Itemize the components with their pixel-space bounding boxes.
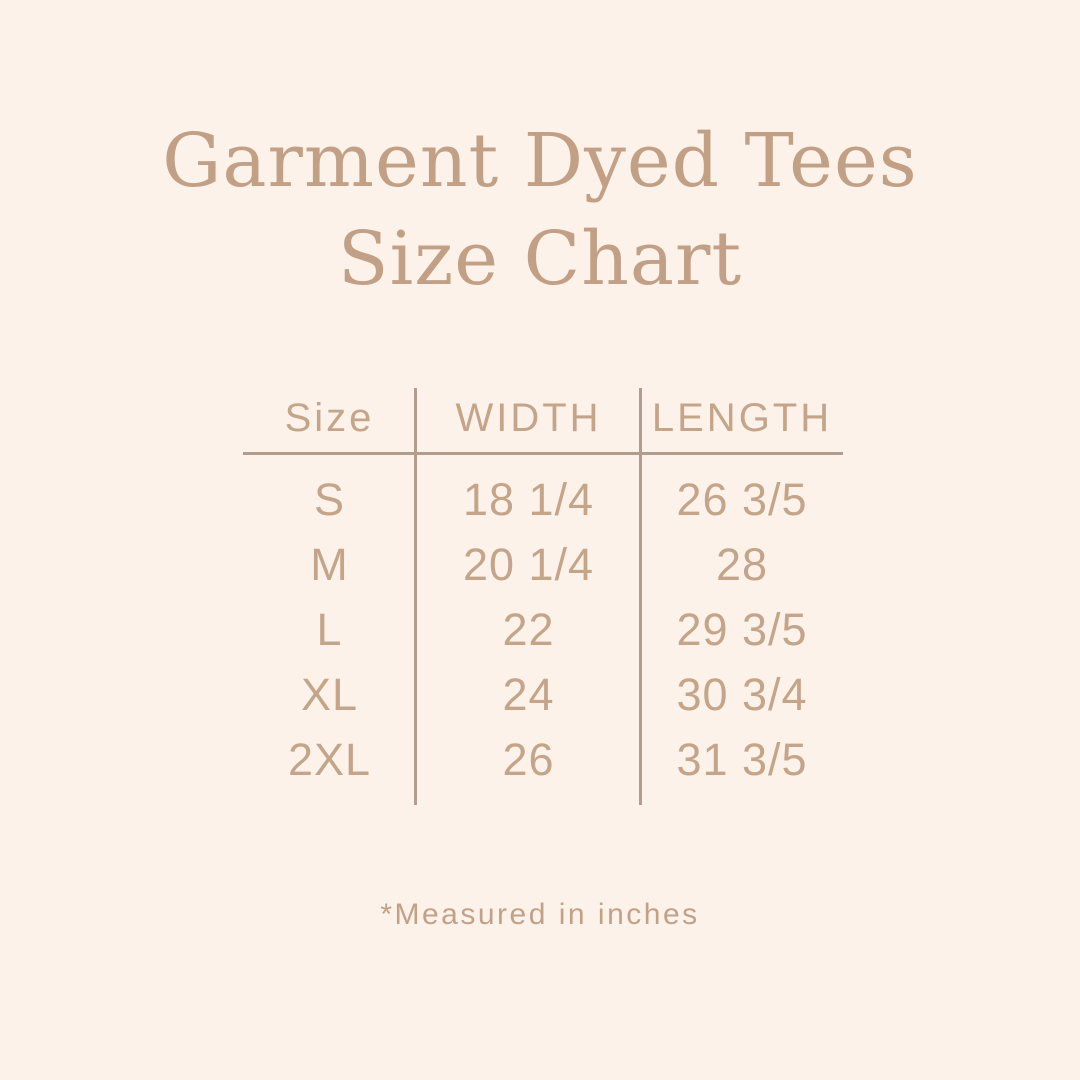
- header-underline: [243, 452, 843, 455]
- cell-size: M: [310, 538, 349, 590]
- size-table: Size WIDTH LENGTH S 18 1/4 26 3/5 M 20 1…: [243, 385, 843, 805]
- cell-length: 26 3/5: [676, 473, 808, 525]
- table-row: M 20 1/4 28: [243, 532, 843, 597]
- header-length: LENGTH: [651, 396, 833, 440]
- header-width: WIDTH: [455, 396, 602, 440]
- cell-size: XL: [300, 668, 359, 720]
- cell-length: 29 3/5: [676, 603, 808, 655]
- table-row: S 18 1/4 26 3/5: [243, 467, 843, 532]
- table-body: S 18 1/4 26 3/5 M 20 1/4 28 L 22 29 3/5 …: [243, 467, 843, 792]
- cell-width: 20 1/4: [462, 538, 595, 590]
- header-size: Size: [284, 396, 375, 440]
- cell-width: 22: [502, 603, 555, 655]
- table-header-row: Size WIDTH LENGTH: [243, 385, 843, 452]
- column-divider-size-width: [414, 388, 417, 805]
- table-row: L 22 29 3/5: [243, 597, 843, 662]
- cell-width: 24: [502, 668, 555, 720]
- cell-length: 30 3/4: [676, 668, 808, 720]
- cell-size: 2XL: [287, 733, 372, 785]
- page-title: Garment Dyed Tees Size Chart: [0, 112, 1080, 308]
- column-divider-width-length: [639, 388, 642, 805]
- title-line-2: Size Chart: [337, 216, 743, 302]
- cell-size: S: [313, 473, 345, 525]
- table-row: 2XL 26 31 3/5: [243, 727, 843, 792]
- footnote: *Measured in inches: [380, 898, 700, 931]
- cell-length: 28: [715, 538, 769, 590]
- title-line-1: Garment Dyed Tees: [162, 118, 918, 204]
- table-row: XL 24 30 3/4: [243, 662, 843, 727]
- cell-width: 18 1/4: [462, 473, 595, 525]
- cell-size: L: [316, 603, 343, 655]
- cell-width: 26: [502, 733, 555, 785]
- cell-length: 31 3/5: [676, 733, 808, 785]
